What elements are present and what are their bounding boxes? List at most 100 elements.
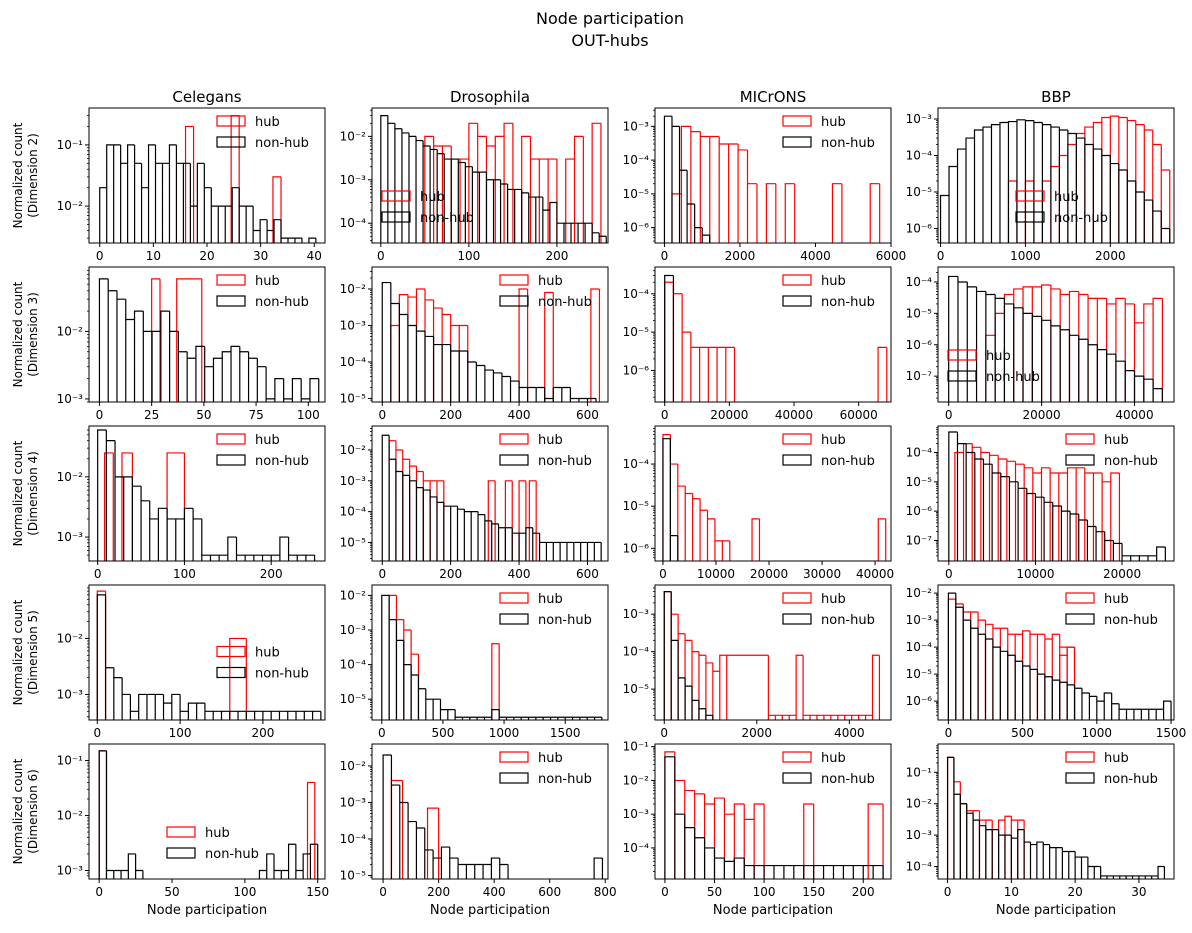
histogram-series-group [663, 591, 881, 720]
histogram-hub [664, 281, 736, 402]
legend-swatch-hub [782, 751, 812, 763]
x-tick-label: 20 [1067, 885, 1082, 899]
x-tick-label: 20 [199, 249, 214, 263]
legend-label-nonhub: non-hub [255, 136, 309, 151]
x-tick-label: 200 [260, 567, 283, 581]
x-tick-label: 100 [457, 249, 480, 263]
x-tick-label: 0 [94, 567, 102, 581]
histogram-series-group [939, 115, 1171, 243]
axes-frame [937, 425, 1175, 562]
histogram-nonhub [258, 843, 319, 879]
histogram-series-group [96, 590, 322, 720]
histogram-hub [877, 518, 887, 561]
histogram-nonhub [97, 429, 316, 561]
y-tick-label: 10⁻⁶ [623, 221, 650, 235]
legend-label-hub: hub [255, 274, 280, 289]
x-tick-label: 0 [661, 885, 669, 899]
y-tick-label: 10⁻⁵ [340, 868, 367, 882]
legend-swatch-hub [216, 433, 246, 445]
x-tick-label: 1500 [550, 726, 581, 740]
x-tick-label: 0 [660, 726, 668, 740]
y-tick-label: 10⁻⁶ [906, 694, 933, 708]
axes-frame [937, 584, 1175, 721]
x-axis-label: Node participation [430, 903, 550, 918]
histogram-series-group [947, 592, 1172, 720]
histogram-hub [528, 480, 537, 561]
y-tick-label: 10⁻² [57, 199, 84, 213]
legend: hub non-hub [1065, 592, 1158, 628]
y-tick-label: 10⁻⁴ [906, 275, 933, 289]
x-tick-label: 0 [945, 726, 953, 740]
histogram-hub [487, 480, 496, 561]
legend-swatch-hub [1065, 751, 1095, 763]
axes-frame [88, 425, 326, 562]
y-tick-label: 10⁻⁷ [906, 369, 933, 383]
histogram-nonhub [939, 119, 1171, 243]
x-tick-label: 40000 [856, 567, 894, 581]
row-label-line: Normalized count [11, 758, 25, 864]
legend-label-nonhub: non-hub [538, 295, 592, 310]
axes-frame [371, 425, 609, 562]
axes-frame [88, 584, 326, 721]
y-tick-label: 10⁻⁶ [623, 541, 650, 555]
x-tick-label: 200 [852, 885, 875, 899]
x-tick-label: 0 [945, 408, 953, 422]
x-tick-label: 0 [659, 567, 667, 581]
legend-swatch-nonhub [782, 136, 812, 148]
histogram-series-group [98, 278, 320, 402]
x-tick-label: 50 [196, 408, 211, 422]
y-tick-label: 10⁻⁴ [906, 445, 933, 459]
y-tick-label: 10⁻³ [340, 623, 367, 637]
axes-frame [88, 743, 326, 880]
histogram-nonhub [664, 756, 884, 879]
y-tick-label: 10⁻⁶ [623, 363, 650, 377]
y-tick-label: 10⁻⁵ [906, 306, 933, 320]
x-tick-label: 0 [93, 726, 101, 740]
legend-swatch-hub [947, 349, 977, 361]
x-tick-label: 0 [95, 885, 103, 899]
legend-swatch-hub [1015, 190, 1045, 202]
y-tick-label: 10⁻⁵ [340, 391, 367, 405]
legend-swatch-hub [381, 190, 411, 202]
panel-celegans-dim3: 0 25 50 75 100 10⁻³ 10⁻² hub non-hub [57, 266, 326, 422]
legend-label-hub: hub [1054, 190, 1079, 205]
legend-swatch-hub [499, 433, 529, 445]
y-tick-label: 10⁻² [340, 282, 367, 296]
x-tick-label: 500 [1011, 726, 1034, 740]
legend-label-hub: hub [821, 115, 846, 130]
y-tick-label: 10⁻⁵ [623, 682, 650, 696]
legend-label-nonhub: non-hub [986, 370, 1040, 385]
histogram-nonhub [663, 591, 714, 720]
y-tick-label: 10⁻¹ [57, 754, 84, 768]
x-tick-label: 6000 [876, 249, 907, 263]
histogram-hub [491, 643, 500, 720]
panel-microns-dim6: 0 50 100 150 200 10⁻⁴ 10⁻³ 10⁻² 10⁻¹ hub non-hub No… [623, 740, 892, 918]
histogram-hub [590, 288, 601, 402]
x-tick-label: 100 [753, 885, 776, 899]
histogram-nonhub [663, 115, 711, 243]
y-tick-label: 10⁻⁴ [906, 148, 933, 162]
legend-swatch-nonhub [499, 613, 529, 625]
y-tick-label: 10⁻³ [623, 607, 650, 621]
y-tick-label: 10⁻² [623, 773, 650, 787]
x-tick-label: 4000 [834, 726, 865, 740]
legend-swatch-nonhub [216, 136, 246, 148]
legend-swatch-nonhub [381, 211, 411, 223]
x-tick-label: 100 [169, 726, 192, 740]
y-tick-label: 10⁻⁷ [906, 533, 933, 547]
legend-label-hub: hub [255, 433, 280, 448]
row-label-line: (Dimension 4) [26, 451, 40, 536]
legend-label-nonhub: non-hub [420, 211, 474, 226]
panel-bbp-dim3: 0 20000 40000 10⁻⁷ 10⁻⁶ 10⁻⁵ 10⁻⁴ hub non-hub [906, 266, 1175, 422]
legend-label-hub: hub [255, 646, 280, 661]
legend-swatch-nonhub [782, 772, 812, 784]
panel-bbp-dim6: 0 10 20 30 10⁻⁴ 10⁻³ 10⁻² 10⁻¹ hub non-hub Node pa… [906, 743, 1175, 918]
legend-swatch-nonhub [1065, 613, 1095, 625]
x-tick-label: 400 [483, 885, 506, 899]
legend-swatch-hub [782, 115, 812, 127]
histogram-hub [803, 803, 815, 879]
panel-celegans-dim5: 0 100 200 10⁻³ 10⁻² hub non-hub [57, 584, 326, 740]
axes-frame [371, 743, 609, 880]
histogram-series-group [663, 115, 881, 243]
y-tick-label: 10⁻⁴ [340, 658, 367, 672]
